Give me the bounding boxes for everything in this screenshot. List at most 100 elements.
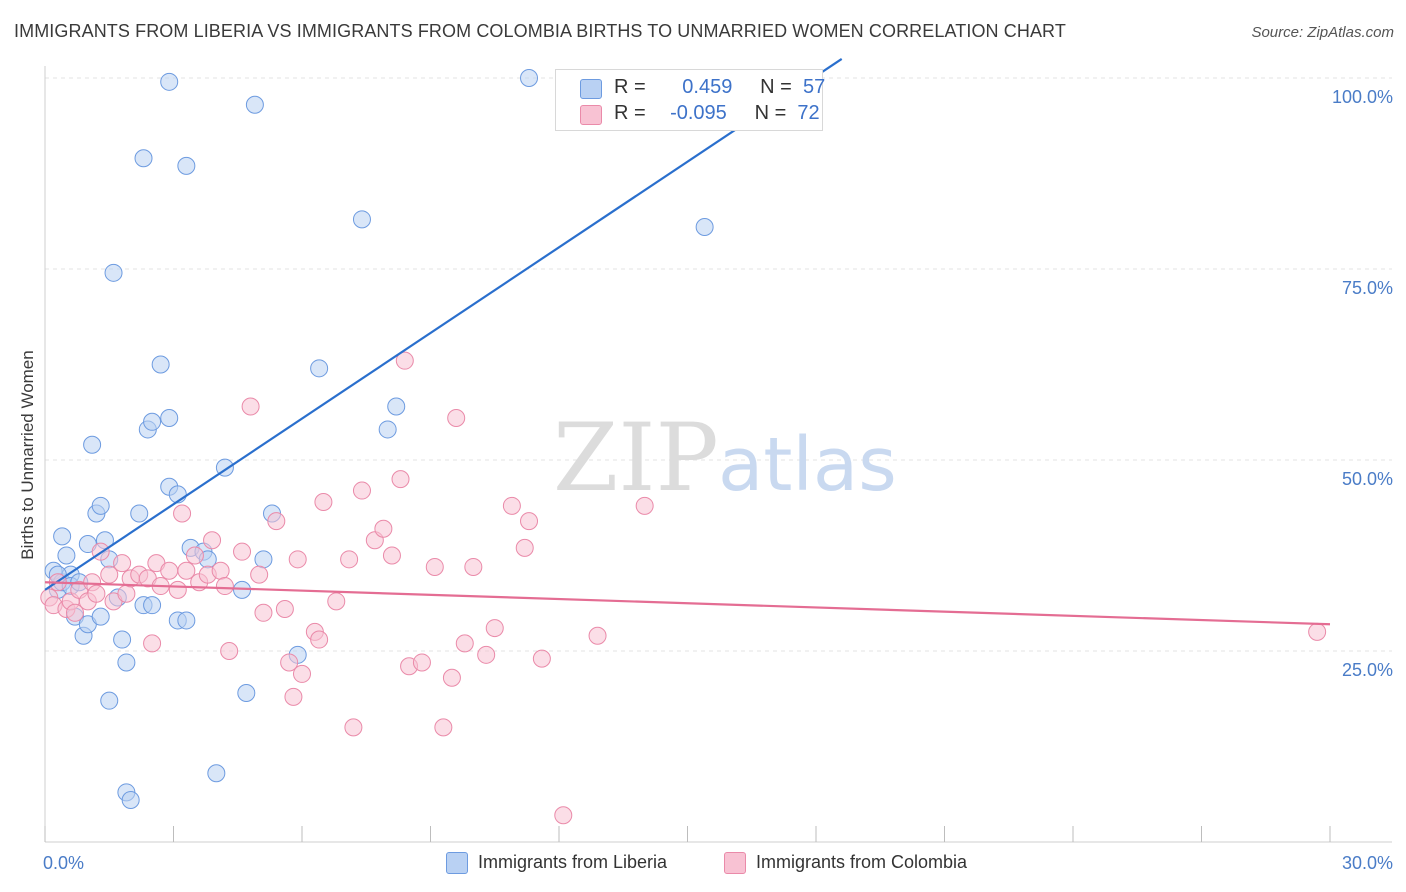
liberia-point-24 (121, 790, 140, 809)
colombia-point-66 (520, 512, 539, 531)
colombia-r-label: R = (614, 102, 646, 124)
colombia-point-52 (391, 470, 410, 489)
colombia-point-64 (502, 496, 521, 515)
colombia-trend-line (44, 581, 1331, 626)
colombia-point-61 (464, 557, 483, 576)
colombia-n-label: N = (754, 102, 787, 124)
colombia-point-41 (293, 664, 311, 683)
liberia-point-55 (143, 412, 162, 431)
colombia-point-55 (412, 653, 431, 672)
correlation-legend: R = 0.459 N = 57 R = -0.095 N = 72 (555, 69, 826, 131)
liberia-trend-line (44, 57, 843, 591)
y-axis-label: Births to Unmarried Women (18, 350, 37, 559)
colombia-point-63 (485, 619, 504, 638)
colombia-point-31 (220, 642, 239, 660)
colombia-point-40 (288, 550, 307, 569)
colombia-point-9 (87, 584, 106, 603)
colombia-point-45 (327, 592, 346, 611)
x-tick-label-0: 0.0% (43, 853, 84, 873)
liberia-point-45 (245, 95, 264, 114)
colombia-point-60 (455, 634, 474, 653)
colombia-point-5 (65, 603, 84, 622)
liberia-swatch (580, 79, 602, 99)
colombia-point-56 (425, 557, 444, 576)
watermark-atlas: atlas (718, 422, 897, 508)
colombia-point-28 (203, 531, 222, 550)
liberia-point-54 (695, 217, 714, 236)
liberia-point-36 (177, 611, 196, 630)
liberia-point-12 (83, 435, 102, 454)
liberia-point-41 (207, 764, 226, 783)
colombia-point-58 (442, 668, 461, 687)
colombia-point-35 (254, 603, 273, 622)
liberia-point-4 (57, 546, 76, 565)
colombia-point-62 (477, 645, 496, 664)
colombia-point-30 (215, 577, 234, 596)
liberia-n-value: 57 (802, 76, 826, 98)
trend-lines (44, 57, 1331, 626)
liberia-r-value: 0.459 (682, 76, 733, 98)
colombia-r-value: -0.095 (670, 102, 727, 124)
liberia-point-53 (520, 69, 539, 87)
liberia-point-33 (160, 72, 179, 91)
liberia-point-21 (113, 630, 132, 649)
colombia-point-22 (168, 580, 187, 599)
colombia-point-69 (588, 626, 607, 645)
colombia-point-25 (185, 546, 204, 565)
colombia-point-39 (284, 687, 303, 706)
colombia-point-34 (250, 565, 269, 584)
liberia-point-50 (352, 210, 371, 229)
liberia-point-44 (237, 684, 256, 703)
bottom-liberia-label: Immigrants from Liberia (478, 852, 668, 872)
colombia-point-48 (352, 481, 371, 500)
axes (44, 66, 1392, 843)
colombia-point-68 (554, 806, 573, 825)
colombia-point-70 (635, 496, 654, 515)
liberia-point-32 (160, 408, 179, 427)
liberia-point-23 (117, 653, 136, 672)
y-tick-label-0: 25.0% (1342, 660, 1393, 680)
colombia-point-47 (344, 718, 363, 737)
colombia-point-18 (143, 634, 162, 653)
watermark-zip: ZIP (553, 404, 719, 513)
colombia-point-14 (117, 584, 136, 603)
liberia-point-37 (177, 156, 196, 175)
colombia-point-33 (241, 397, 260, 416)
colombia-point-11 (100, 565, 119, 584)
source-credit: Source: ZipAtlas.com (1251, 24, 1394, 41)
colombia-point-44 (314, 493, 333, 512)
colombia-swatch (580, 105, 602, 125)
colombia-point-21 (160, 561, 179, 580)
liberia-point-3 (53, 527, 72, 546)
liberia-point-49 (310, 359, 329, 378)
y-tick-label-1: 50.0% (1342, 469, 1393, 489)
colombia-point-51 (382, 546, 401, 565)
bottom-liberia-swatch (446, 852, 468, 874)
colombia-point-53 (395, 351, 414, 370)
x-tick-label-1: 30.0% (1342, 853, 1393, 873)
colombia-point-36 (267, 512, 286, 531)
gridlines (45, 77, 1392, 652)
liberia-point-30 (151, 355, 170, 374)
colombia-point-67 (532, 649, 551, 668)
colombia-point-29 (211, 561, 230, 580)
liberia-point-26 (134, 149, 153, 168)
bottom-colombia-swatch (724, 852, 746, 874)
y-tick-label-3: 100.0% (1332, 87, 1393, 107)
liberia-point-14 (91, 496, 110, 515)
colombia-n-value: 72 (797, 102, 820, 124)
liberia-r-label: R = (614, 76, 646, 98)
liberia-point-19 (104, 263, 123, 282)
colombia-point-46 (340, 550, 359, 569)
liberia-point-29 (143, 596, 162, 615)
colombia-point-65 (515, 538, 534, 557)
colombia-point-71 (1308, 622, 1327, 641)
colombia-point-38 (280, 653, 299, 672)
colombia-point-23 (173, 504, 192, 523)
tick-labels: 25.0% 50.0% 75.0% 100.0% 0.0% 30.0% (43, 87, 1393, 873)
liberia-point-18 (100, 691, 119, 710)
colombia-point-59 (447, 408, 466, 427)
colombia-point-57 (434, 718, 453, 737)
colombia-point-24 (177, 561, 196, 580)
